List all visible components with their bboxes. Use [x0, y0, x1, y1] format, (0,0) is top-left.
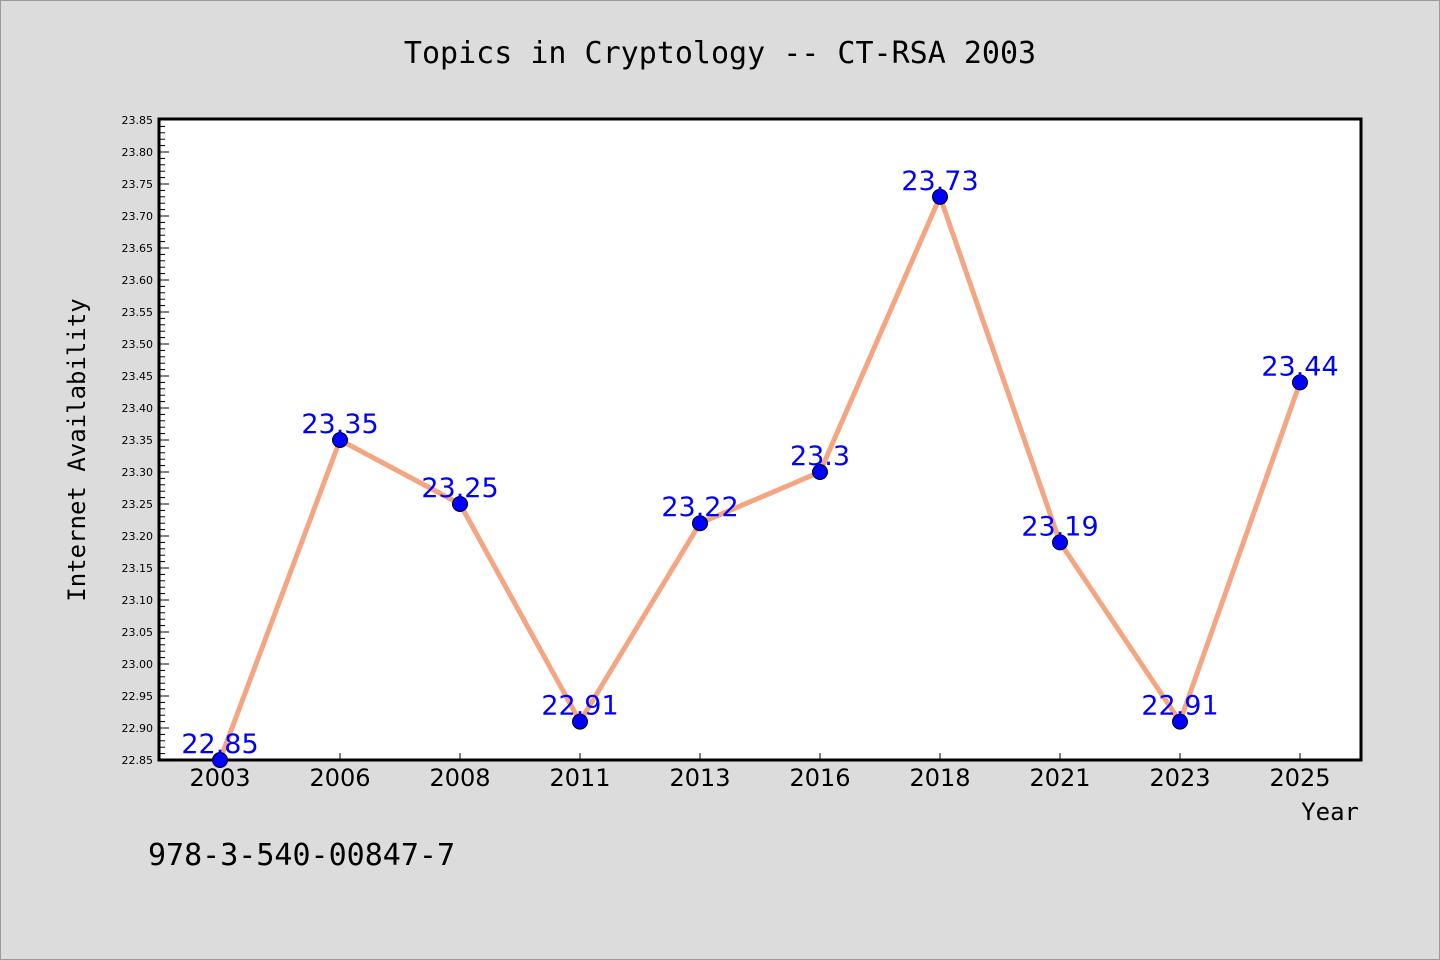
y-tick-label: 23.20: [122, 530, 154, 543]
data-label: 23.22: [661, 492, 738, 523]
y-tick-label: 23.70: [122, 210, 154, 223]
y-tick-label: 22.90: [122, 722, 154, 735]
data-label: 23.25: [421, 473, 498, 504]
x-tick-label: 2013: [669, 764, 730, 792]
x-axis-label: Year: [1301, 798, 1359, 826]
y-tick-label: 23.05: [122, 626, 154, 639]
x-tick-label: 2008: [429, 764, 490, 792]
y-tick-label: 23.00: [122, 658, 154, 671]
y-tick-label: 23.50: [122, 338, 154, 351]
data-label: 22.85: [181, 729, 258, 760]
x-tick-label: 2016: [789, 764, 850, 792]
data-label: 23.44: [1261, 351, 1338, 382]
y-tick-label: 23.25: [122, 498, 154, 511]
chart-title: Topics in Cryptology -- CT-RSA 2003: [404, 36, 1036, 71]
y-axis: 22.85 22.90 22.95 23.00 23.05 23.10 23.15 23.20…: [122, 114, 169, 767]
data-point: [692, 515, 708, 532]
data-point: [212, 752, 228, 768]
y-tick-label: 23.65: [122, 242, 154, 255]
x-tick-label: 2006: [309, 764, 370, 792]
x-tick-label: 2011: [549, 764, 610, 792]
data-point: [452, 496, 468, 512]
y-tick-label: 22.85: [122, 754, 154, 767]
data-point: [1292, 374, 1308, 391]
y-tick-label: 23.35: [122, 434, 154, 447]
y-axis-label: Internet Availability: [63, 298, 91, 601]
y-tick-label: 23.80: [122, 146, 154, 159]
y-tick-label: 23.60: [122, 274, 154, 287]
data-point: [812, 464, 828, 480]
y-tick-label: 22.95: [122, 690, 154, 703]
data-point: [1172, 713, 1188, 730]
data-point: [572, 713, 588, 730]
data-label: 22.91: [541, 691, 618, 722]
y-tick-label: 23.85: [122, 114, 154, 127]
data-label: 23.35: [301, 409, 378, 440]
y-tick-label: 23.15: [122, 562, 154, 575]
y-tick-label: 23.75: [122, 178, 154, 191]
data-label: 22.91: [1141, 691, 1218, 722]
series-line: [217, 194, 1303, 763]
data-point: [332, 432, 348, 448]
x-tick-label: 2018: [909, 764, 970, 792]
x-tick-label: 2021: [1029, 764, 1090, 792]
data-point: [1052, 534, 1068, 551]
y-tick-label: 23.45: [122, 370, 154, 383]
plot-area: [157, 117, 1363, 762]
data-label: 23.3: [790, 441, 850, 472]
y-tick-label: 23.55: [122, 306, 154, 319]
x-tick-label: 2003: [189, 764, 250, 792]
footer-text: 978-3-540-00847-7: [148, 838, 455, 873]
x-tick-label: 2025: [1269, 764, 1330, 792]
y-tick-label: 23.40: [122, 402, 154, 415]
data-label: 23.19: [1021, 511, 1098, 542]
x-axis: 2003 2006 2008 2011 2013 2016 2018 2021 2023 2025: [189, 753, 1331, 792]
y-tick-label: 23.30: [122, 466, 154, 479]
y-tick-label: 23.10: [122, 594, 154, 607]
data-label: 23.73: [901, 166, 978, 197]
x-tick-label: 2023: [1149, 764, 1210, 792]
series-layer: 22.85 23.35 23.25 22.91 23.22 23.3 23.73 23.19 2…: [181, 166, 1339, 768]
data-point: [932, 188, 948, 205]
